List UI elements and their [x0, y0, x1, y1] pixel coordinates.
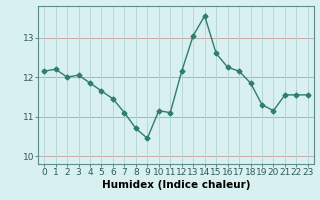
X-axis label: Humidex (Indice chaleur): Humidex (Indice chaleur): [102, 180, 250, 190]
